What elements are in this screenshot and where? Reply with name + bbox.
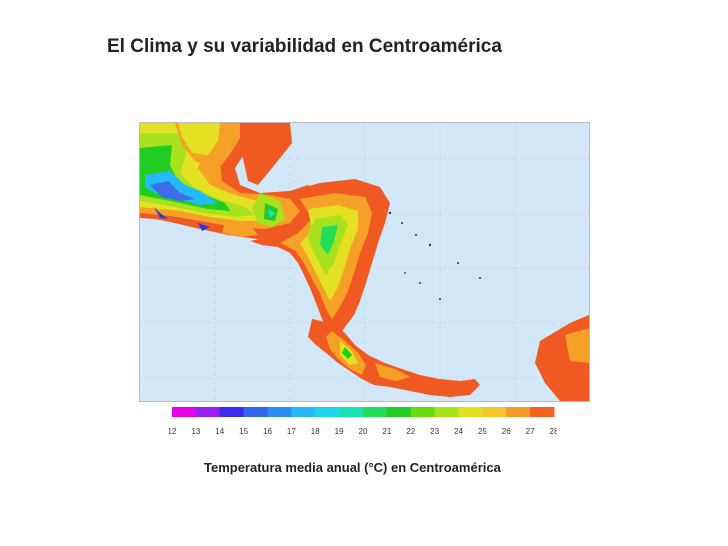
legend-tick-label: 23: [430, 427, 439, 436]
legend-tick-label: 28: [550, 427, 557, 436]
legend-tick-label: 19: [335, 427, 344, 436]
legend-tick-label: 20: [359, 427, 368, 436]
legend-swatch: [315, 407, 340, 417]
legend-swatch: [219, 407, 245, 417]
legend-tick-label: 24: [454, 427, 463, 436]
temperature-map: [139, 122, 590, 402]
legend-tick-label: 14: [215, 427, 224, 436]
legend-swatch: [530, 407, 555, 417]
legend-swatch: [195, 407, 221, 417]
legend-tick-label: 18: [311, 427, 320, 436]
landmass-yucatan: [175, 123, 292, 185]
central-america-map: [140, 123, 589, 401]
legend-scale: 12 13 14 15 16 17 18 19 20 21 22 23 24 25 26 27 28: [169, 407, 557, 436]
landmass-south: [308, 315, 589, 401]
legend-swatch: [482, 407, 507, 417]
page-title: El Clima y su variabilidad en Centroamér…: [107, 36, 502, 57]
legend-swatch: [172, 407, 197, 417]
islands: [388, 211, 481, 300]
legend-tick-label: 15: [239, 427, 248, 436]
legend-tick-label: 16: [263, 427, 272, 436]
legend-swatch: [267, 407, 292, 417]
legend-swatch: [410, 407, 436, 417]
legend-tick-label: 21: [382, 427, 391, 436]
legend-swatch: [339, 407, 364, 417]
legend-tick-label: 22: [406, 427, 415, 436]
legend-swatch: [291, 407, 316, 417]
legend-tick-label: 26: [502, 427, 511, 436]
legend-tick-label: 13: [191, 427, 200, 436]
legend-swatch: [243, 407, 268, 417]
legend-swatch: [386, 407, 412, 417]
landmass-isthmus: [222, 179, 390, 337]
legend-tick-label: 25: [478, 427, 487, 436]
legend-tick-label: 12: [169, 427, 177, 436]
legend-tick-label: 27: [526, 427, 535, 436]
map-caption: Temperatura media anual (°C) en Centroam…: [204, 460, 501, 475]
legend-tick-label: 17: [287, 427, 296, 436]
legend-swatch: [458, 407, 483, 417]
legend-swatch: [434, 407, 459, 417]
color-scale-legend: 12 13 14 15 16 17 18 19 20 21 22 23 24 25 26 27 28: [169, 406, 557, 441]
legend-swatch: [363, 407, 388, 417]
legend-swatch: [506, 407, 531, 417]
